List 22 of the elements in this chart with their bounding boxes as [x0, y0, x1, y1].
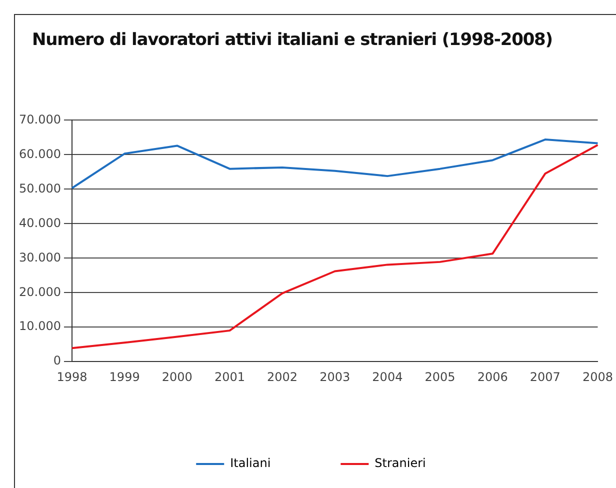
y-tick-label: 50.000: [18, 181, 61, 196]
x-tick-label: 1998: [56, 370, 88, 384]
x-tick-label: 2002: [267, 370, 298, 384]
x-tick-label: 2007: [530, 370, 560, 384]
x-tick-label: 2006: [477, 370, 508, 384]
y-tick-label: 10.000: [18, 319, 61, 334]
x-tick-label: 2003: [320, 370, 350, 384]
x-tick-label: 2000: [162, 370, 192, 384]
y-tick-label: 40.000: [18, 216, 61, 230]
x-tick-label: 2008: [582, 370, 614, 384]
y-tick-label: 0: [53, 354, 61, 368]
x-tick-label: 2004: [372, 370, 403, 384]
chart-title: Numero di lavoratori attivi italiani e stranieri (1998-2008): [32, 30, 552, 50]
y-tick-label: 30.000: [18, 250, 61, 264]
y-tick-label: 20.000: [18, 284, 61, 299]
x-tick-label: 1999: [109, 370, 140, 384]
y-tick-label: 70.000: [18, 112, 61, 126]
legend-label: Italiani: [230, 456, 271, 470]
y-tick-label: 60.000: [18, 146, 61, 161]
legend-label: Stranieri: [374, 456, 426, 470]
x-tick-label: 2001: [214, 370, 245, 384]
x-tick-label: 2005: [424, 370, 456, 384]
